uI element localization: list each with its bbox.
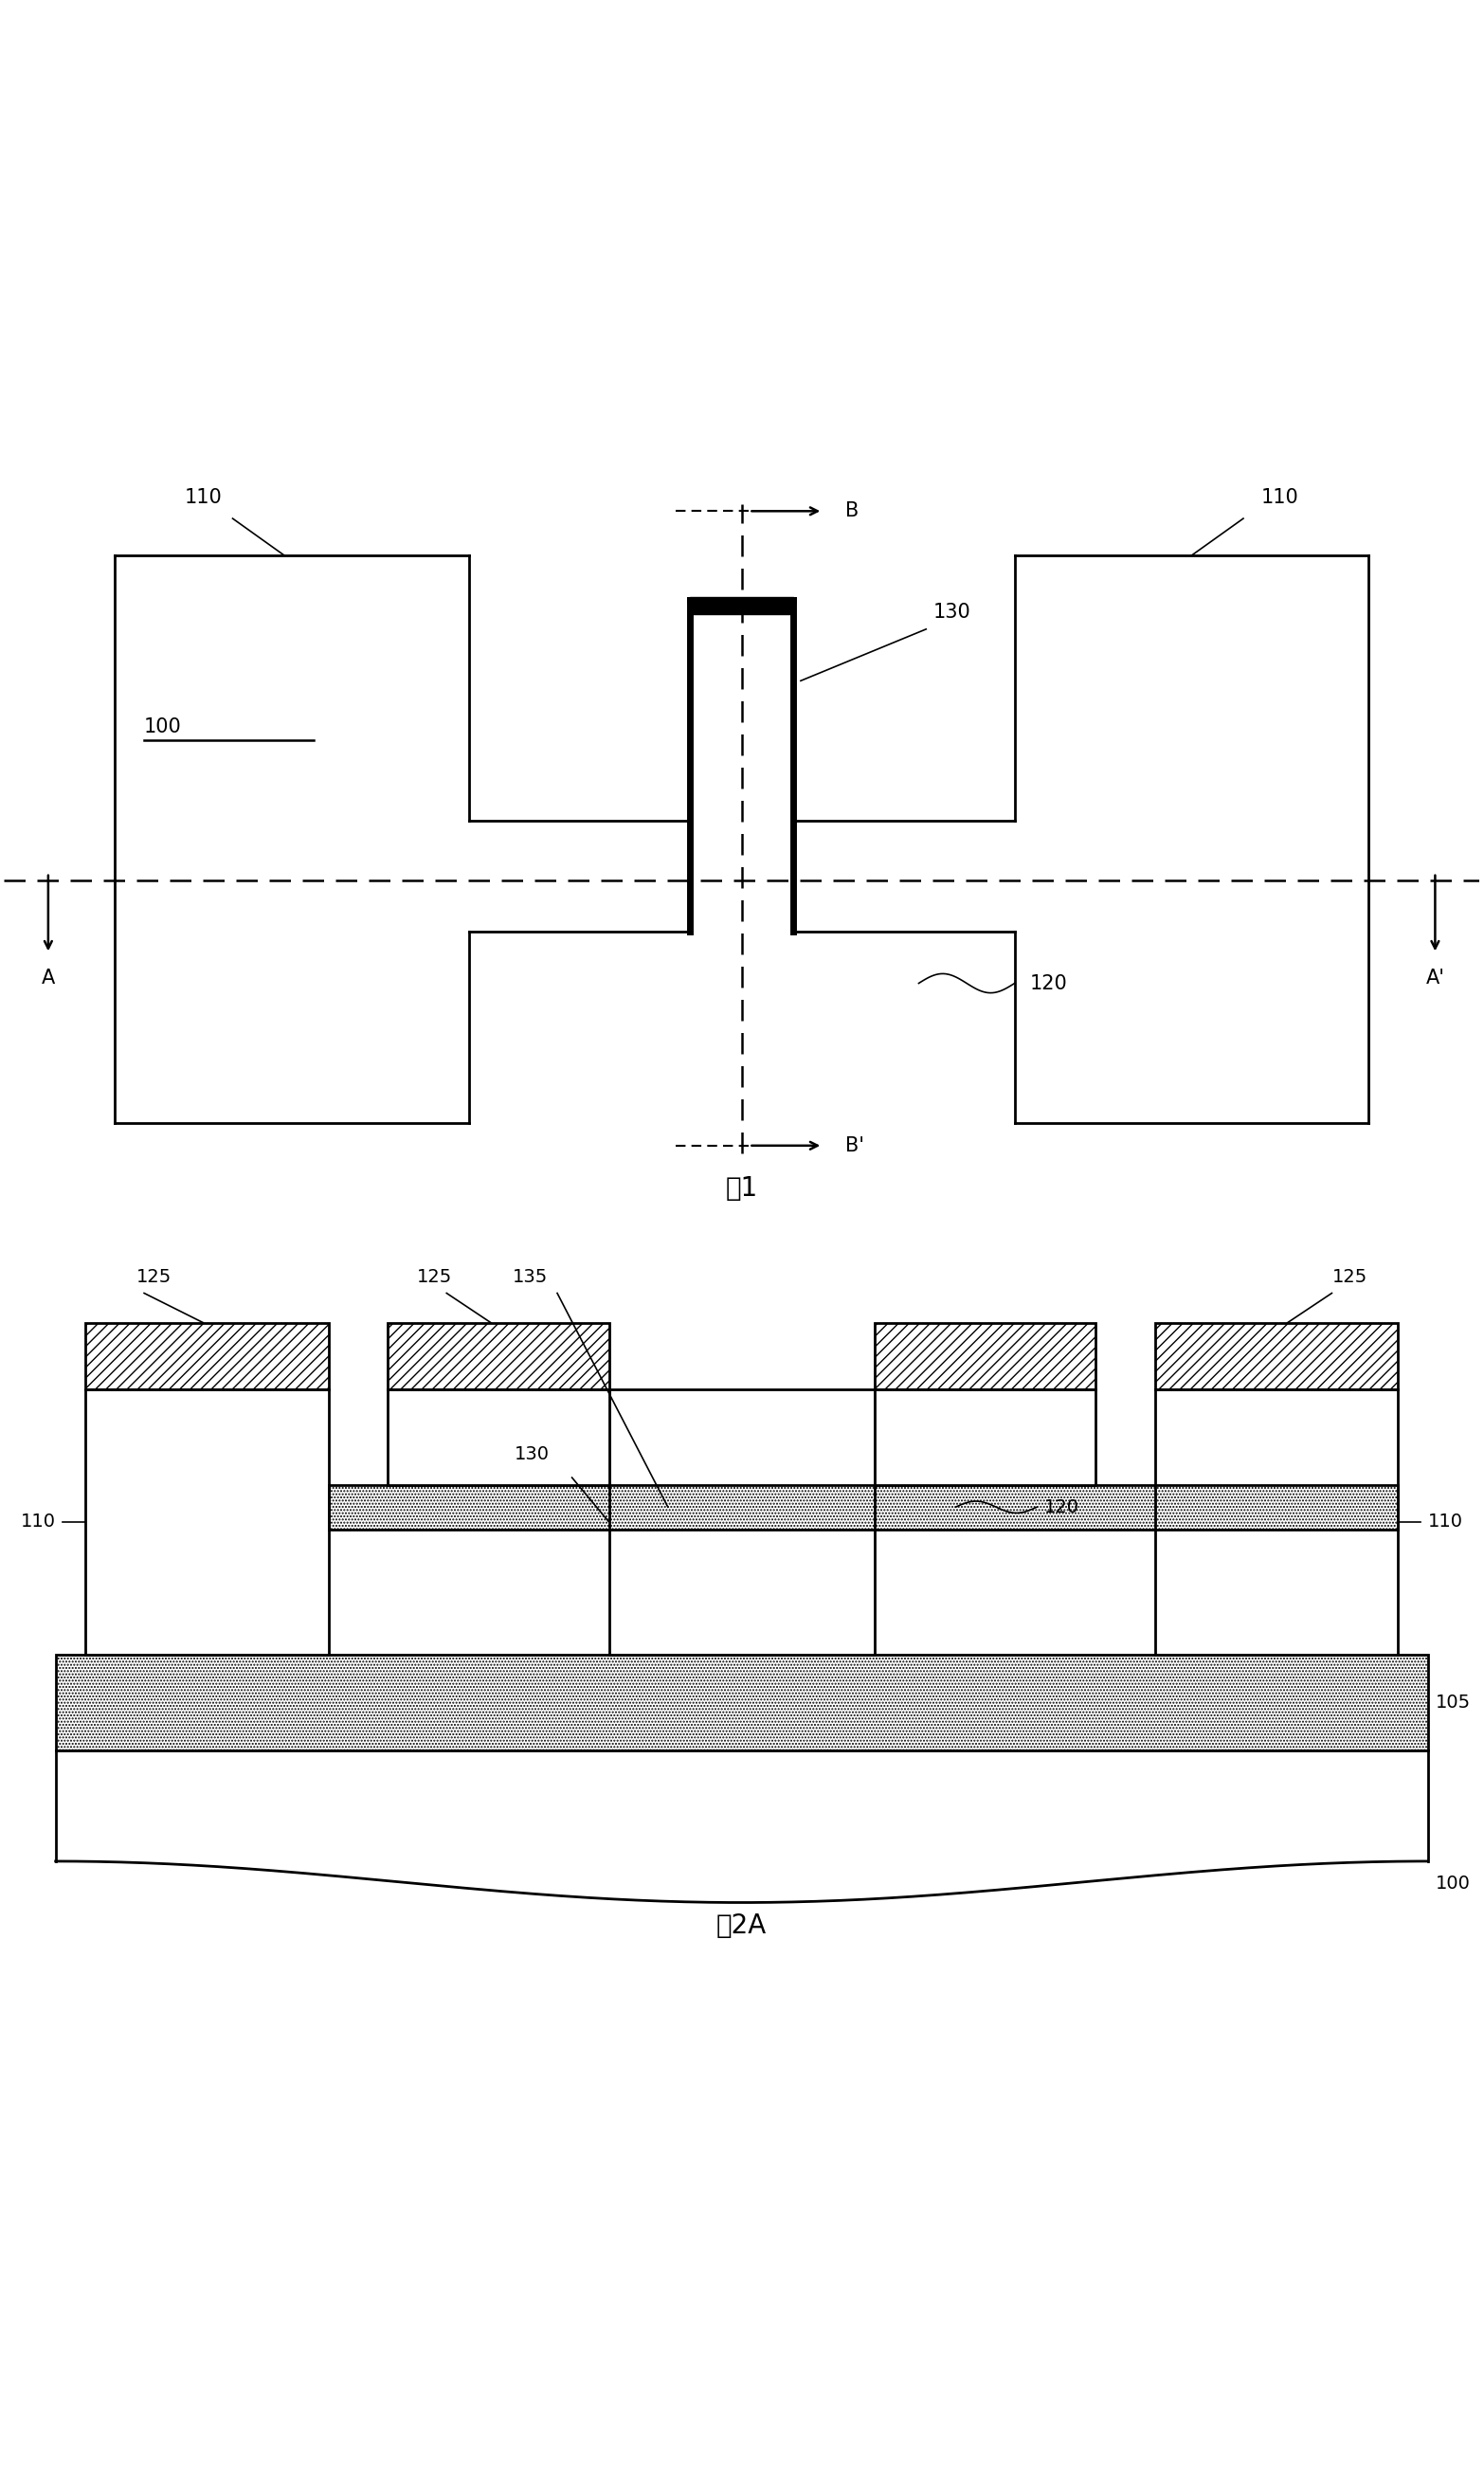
Bar	[387, 1323, 608, 1388]
Text: 105: 105	[1435, 1693, 1471, 1711]
Text: A': A'	[1426, 968, 1444, 988]
Text: 125: 125	[417, 1269, 453, 1286]
Text: A: A	[42, 968, 55, 988]
Bar	[874, 1388, 1095, 1485]
Bar	[1155, 1323, 1398, 1388]
Text: 120: 120	[1045, 1497, 1079, 1517]
Text: 图2A: 图2A	[717, 1912, 767, 1939]
Text: 130: 130	[933, 603, 971, 621]
Text: B: B	[844, 502, 858, 521]
Bar	[85, 1323, 328, 1388]
Bar	[1155, 1388, 1398, 1654]
Text: 100: 100	[144, 718, 181, 737]
Text: 125: 125	[1331, 1269, 1367, 1286]
Text: 图1: 图1	[726, 1174, 758, 1202]
Text: 110: 110	[184, 487, 223, 507]
Text: 100: 100	[1435, 1875, 1471, 1892]
Bar	[608, 1388, 874, 1654]
Text: 125: 125	[137, 1269, 172, 1286]
Bar	[85, 1388, 328, 1654]
Bar	[387, 1388, 608, 1485]
Bar	[328, 1485, 1398, 1530]
Text: 110: 110	[1261, 487, 1298, 507]
Bar	[55, 1654, 1428, 1751]
Text: 110: 110	[1428, 1512, 1463, 1532]
Text: 120: 120	[1030, 973, 1067, 993]
Text: B': B'	[844, 1137, 864, 1155]
Bar	[874, 1323, 1095, 1388]
Text: 130: 130	[515, 1445, 551, 1462]
Text: 135: 135	[513, 1269, 548, 1286]
Text: 110: 110	[21, 1512, 55, 1532]
